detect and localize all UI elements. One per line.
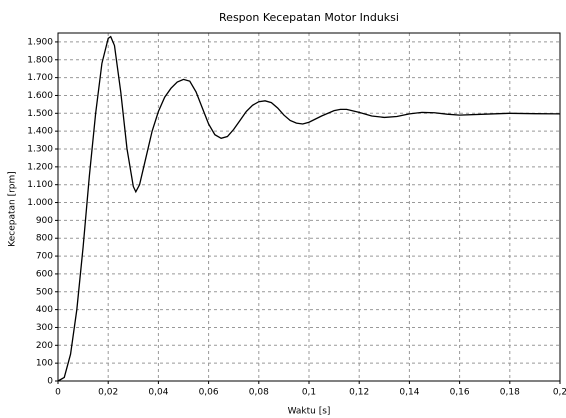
y-tick-label: 300 xyxy=(36,323,53,333)
y-tick-label: 500 xyxy=(36,287,53,297)
y-tick-label: 1.700 xyxy=(27,73,53,83)
x-tick-label: 0,18 xyxy=(500,388,520,398)
x-tick-label: 0 xyxy=(55,388,61,398)
y-tick-label: 800 xyxy=(36,234,53,244)
x-tick-label: 0,12 xyxy=(349,388,369,398)
y-tick-label: 1.500 xyxy=(27,109,53,119)
x-tick-label: 0,04 xyxy=(148,388,168,398)
x-tick-label: 0,2 xyxy=(553,388,566,398)
y-tick-label: 100 xyxy=(36,359,53,369)
plot-frame xyxy=(57,32,561,382)
y-tick-label: 1.100 xyxy=(27,180,53,190)
chart-title: Respon Kecepatan Motor Induksi xyxy=(219,11,399,24)
x-axis-label: Waktu [s] xyxy=(288,407,331,417)
x-tick-label: 0,08 xyxy=(249,388,269,398)
y-tick-label: 700 xyxy=(36,252,53,262)
data-line xyxy=(57,35,561,382)
y-tick-label: 1.200 xyxy=(27,162,53,172)
y-tick-label: 900 xyxy=(36,216,53,226)
y-tick-label: 0 xyxy=(47,377,53,387)
y-tick-label: 1.300 xyxy=(27,145,53,155)
y-tick-label: 400 xyxy=(36,305,53,315)
x-tick-label: 0,02 xyxy=(98,388,118,398)
y-axis-label: Kecepatan [rpm] xyxy=(8,171,18,247)
y-tick-label: 1.900 xyxy=(27,37,53,47)
y-tick-label: 200 xyxy=(36,341,53,351)
y-tick-label: 1.400 xyxy=(27,127,53,137)
x-tick-label: 0,14 xyxy=(399,388,419,398)
y-tick-label: 1.600 xyxy=(27,91,53,101)
y-tick-label: 600 xyxy=(36,269,53,279)
x-tick-label: 0,16 xyxy=(450,388,470,398)
x-tick-label: 0,1 xyxy=(302,388,316,398)
y-tick-label: 1.800 xyxy=(27,55,53,65)
x-tick-label: 0,06 xyxy=(199,388,219,398)
y-tick-label: 1.000 xyxy=(27,198,53,208)
